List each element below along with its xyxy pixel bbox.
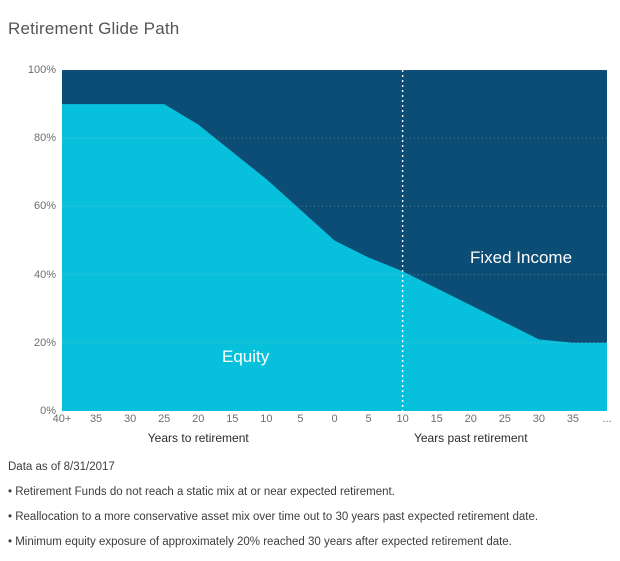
x-axis-tick-label: 20 bbox=[192, 413, 205, 425]
y-axis-tick-label: 80% bbox=[33, 132, 56, 145]
glide-path-chart bbox=[62, 70, 607, 411]
x-axis-tick-label: 10 bbox=[396, 413, 409, 425]
x-axis-tick-label: 0 bbox=[331, 413, 338, 425]
equity-area bbox=[62, 104, 607, 411]
y-axis-tick-label: 100% bbox=[27, 64, 56, 76]
x-axis-tick-label: 40+ bbox=[52, 413, 72, 425]
x-axis-caption-left: Years to retirement bbox=[147, 431, 249, 445]
x-axis-tick-label: 15 bbox=[430, 413, 443, 425]
x-axis-tick-label: 30 bbox=[124, 413, 137, 425]
y-axis-tick-label: 40% bbox=[33, 268, 56, 281]
x-axis-tick-label: 5 bbox=[365, 413, 372, 425]
x-axis-tick-label: 30 bbox=[532, 413, 545, 425]
footnote-bullet: • Reallocation to a more conservative as… bbox=[8, 511, 539, 523]
x-axis-tick-label: 15 bbox=[226, 413, 239, 425]
series-label-fixed-income: Fixed Income bbox=[470, 248, 573, 267]
x-axis-caption-right: Years past retirement bbox=[413, 431, 528, 445]
x-axis-tick-label: ... bbox=[602, 413, 612, 425]
footnote-bullet: • Minimum equity exposure of approximate… bbox=[8, 536, 512, 548]
page-title: Retirement Glide Path bbox=[8, 19, 180, 39]
footnote-bullet: • Retirement Funds do not reach a static… bbox=[8, 486, 395, 498]
x-axis: 40+ 35 30 25 20 15 10 5 0 5 10 15 20 25 30 35... bbox=[53, 413, 612, 433]
data-as-of-text: Data as of 8/31/2017 bbox=[8, 461, 115, 473]
series-label-equity: Equity bbox=[222, 347, 270, 366]
plot-area: Equity Fixed Income bbox=[62, 70, 607, 411]
chart-container: 0% 20% 40% 60% 80% 100% Equity Fixed Income 4… bbox=[0, 60, 620, 455]
x-axis-tick-label: 25 bbox=[498, 413, 511, 425]
x-axis-tick-label: 25 bbox=[158, 413, 171, 425]
x-axis-tick-label: 35 bbox=[89, 413, 103, 425]
y-axis-tick-label: 20% bbox=[33, 336, 56, 349]
x-axis-tick-label: 10 bbox=[260, 413, 273, 425]
gridlines bbox=[62, 70, 607, 344]
y-axis-tick-label: 0% bbox=[40, 405, 56, 417]
y-axis: 0% 20% 40% 60% 80% 100% bbox=[0, 64, 56, 417]
y-axis-tick-label: 60% bbox=[33, 200, 56, 213]
x-axis-tick-label: 20 bbox=[464, 413, 477, 425]
footnotes: Data as of 8/31/2017 • Retirement Funds … bbox=[8, 461, 612, 561]
x-axis-tick-label: 5 bbox=[297, 413, 304, 425]
x-axis-tick-label: 35 bbox=[566, 413, 580, 425]
